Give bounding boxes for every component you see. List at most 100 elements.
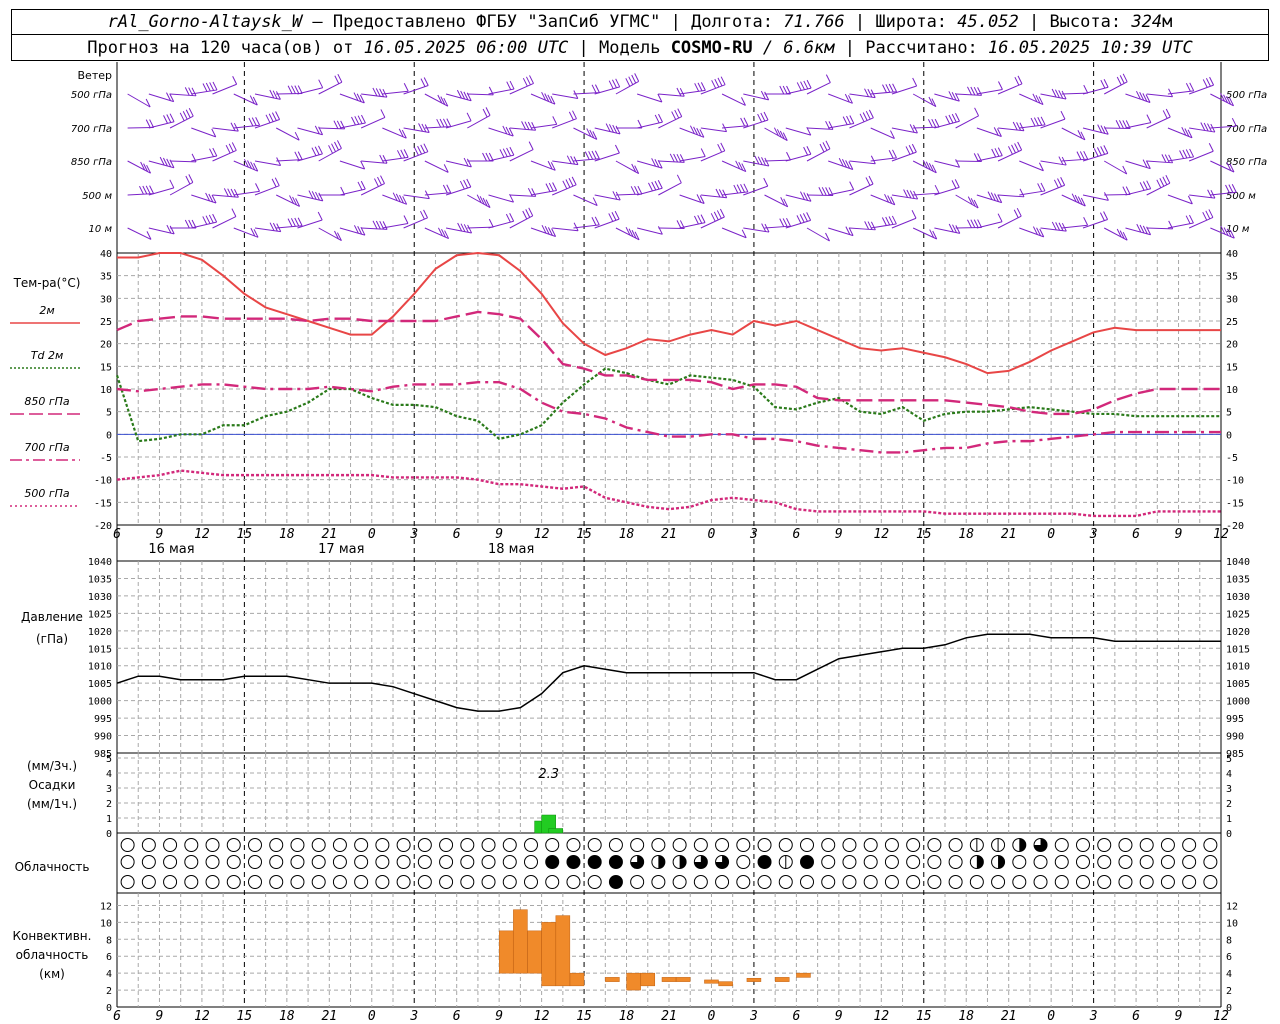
wind-barb-feather <box>776 129 782 138</box>
wind-barb <box>552 118 577 129</box>
title-bar: rAl_Gorno-Altaysk_W – Предоставлено ФГБУ… <box>11 9 1269 35</box>
wind-barb-feather <box>1083 150 1089 160</box>
wind-barb-feather <box>143 163 149 172</box>
cloud-fill <box>1034 838 1048 852</box>
wind-barb-feather <box>928 96 934 106</box>
precip-total-label: 2.3 <box>538 767 559 782</box>
conv-bar <box>796 972 811 978</box>
y-tick-label: 12 <box>1226 901 1238 912</box>
wind-barb <box>169 181 194 196</box>
wind-barb-feather <box>209 82 215 91</box>
wind-barb-feather <box>1182 149 1188 159</box>
y-tick-label: 5 <box>106 408 112 419</box>
wind-barb-feather <box>253 162 259 172</box>
wind-barb-feather <box>205 192 211 202</box>
y-tick-label: 3 <box>106 784 112 795</box>
wind-barb-feather <box>166 224 172 234</box>
wind-barb-feather <box>541 91 547 101</box>
cloud-circle <box>842 875 857 889</box>
y-tick-label: 1040 <box>88 557 112 568</box>
wind-barb <box>127 193 154 196</box>
y-tick-label: 1000 <box>1226 697 1250 708</box>
wind-barb-feather <box>1179 150 1185 159</box>
wind-barb-feather <box>594 84 600 93</box>
conv-bar <box>513 909 528 974</box>
wind-barb <box>785 153 812 162</box>
y-tick-label: 1000 <box>88 697 112 708</box>
wind-barb <box>1188 84 1214 95</box>
wind-barb <box>1146 116 1171 129</box>
wind-barb-feather <box>403 149 409 158</box>
wind-barb-feather <box>417 145 423 155</box>
y-tick-label: 5 <box>1226 408 1232 419</box>
cloud-circle <box>884 855 899 869</box>
y-tick-label: 1010 <box>88 662 112 673</box>
wind-barb <box>169 115 194 129</box>
wind-barb <box>1210 160 1235 173</box>
cloud-circle <box>736 875 751 889</box>
wind-barb-feather <box>710 213 716 222</box>
wind-barb-feather <box>287 218 293 227</box>
cloud-circle <box>1076 875 1090 889</box>
cloud-circle <box>311 875 326 889</box>
wind-barb-feather <box>1202 79 1208 88</box>
wind-barb-feather <box>844 93 850 103</box>
wind-barb <box>828 93 853 104</box>
y-tick-label: -5 <box>1226 453 1238 464</box>
y-tick-label: -15 <box>1226 498 1244 509</box>
cloud-circle <box>417 855 432 869</box>
wind-barb-feather <box>1139 224 1145 234</box>
wind-barb <box>148 93 174 103</box>
wind-barb-feather <box>865 177 871 186</box>
wind-barb <box>1189 194 1216 199</box>
wind-barb <box>1146 182 1171 196</box>
wind-barb-feather <box>700 214 706 223</box>
wind-barb-feather <box>1205 210 1211 220</box>
wind-barb <box>445 160 472 168</box>
cloud-circle <box>290 875 305 889</box>
wind-barb-feather <box>718 189 724 198</box>
y-tick-label: 0 <box>106 829 112 840</box>
wind-barb-feather <box>1136 90 1141 100</box>
y-tick-label: 40 <box>1226 249 1238 260</box>
wind-barb-feather <box>892 83 898 92</box>
wind-barb-feather <box>1139 92 1145 101</box>
wind-barb-feather <box>317 211 323 221</box>
cloud-circle <box>927 838 942 852</box>
wind-barb <box>1103 81 1128 95</box>
x-tick-label: 6 <box>792 1009 800 1024</box>
wind-barb-feather <box>1162 176 1168 185</box>
wind-barb <box>148 187 174 196</box>
wind-barb-feather <box>740 97 746 106</box>
cloud-circle <box>396 875 411 889</box>
wind-barb-feather <box>311 191 317 200</box>
wind-barb-feather <box>973 153 979 162</box>
wind-barb-feather <box>184 219 190 229</box>
cloud-circle <box>1203 838 1218 852</box>
wind-barb-feather <box>912 77 918 87</box>
wind-barb <box>891 194 918 200</box>
legend-label: 500 гПа <box>24 487 70 500</box>
wind-barb-feather <box>318 145 323 155</box>
wind-barb-feather <box>676 174 682 184</box>
wind-barb-feather <box>848 227 854 236</box>
wind-barb-feather <box>912 124 918 134</box>
wind-barb-feather <box>716 210 722 219</box>
wind-barb <box>424 160 449 173</box>
wind-barb-feather <box>1071 193 1077 202</box>
wind-barb-feather <box>420 78 426 87</box>
wind-barb <box>467 194 491 209</box>
cloud-circle <box>439 855 454 869</box>
wind-barb-feather <box>1228 184 1234 193</box>
wind-barb-feather <box>396 150 402 159</box>
wind-barb-feather <box>485 199 491 208</box>
x-tick-label: 0 <box>1047 1009 1055 1024</box>
wind-barb-feather <box>779 130 785 140</box>
wind-barb-feather <box>928 163 934 172</box>
cloud-fill <box>588 855 602 869</box>
wind-barb <box>233 160 258 172</box>
cloud-circle <box>311 838 326 852</box>
wind-barb-feather <box>591 150 597 160</box>
wind-barb <box>955 194 979 209</box>
wind-barb-feather <box>696 127 702 137</box>
